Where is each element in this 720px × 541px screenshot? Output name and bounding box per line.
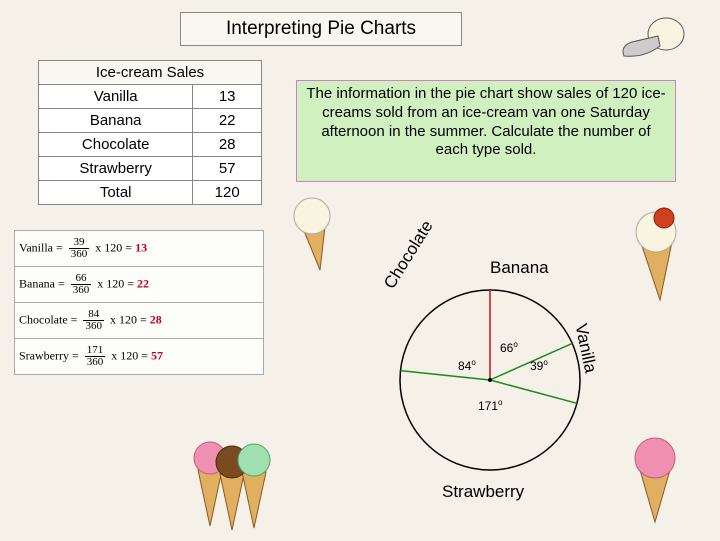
- table-total-row: Total120: [39, 181, 262, 205]
- calc-table: Vanilla = 39360 x 120 = 13 Banana = 6636…: [14, 230, 264, 375]
- info-box: The information in the pie chart show sa…: [296, 80, 676, 182]
- pie-angle-banana: 66o: [500, 340, 518, 355]
- pie-label-strawberry: Strawberry: [442, 482, 524, 502]
- cone-icon: [620, 198, 690, 313]
- cone-icon: [170, 426, 290, 541]
- table-row: Chocolate28: [39, 133, 262, 157]
- sales-table: Ice-cream Sales Vanilla13 Banana22 Choco…: [38, 60, 262, 205]
- pie-label-banana: Banana: [490, 258, 549, 278]
- scoop-icon: [614, 6, 694, 66]
- table-row: Strawberry57: [39, 157, 262, 181]
- calc-row: Srawberry = 171360 x 120 = 57: [15, 339, 264, 375]
- cone-icon: [282, 188, 342, 283]
- table-header: Ice-cream Sales: [39, 61, 262, 85]
- cone-icon: [620, 430, 690, 535]
- calc-row: Vanilla = 39360 x 120 = 13: [15, 231, 264, 267]
- pie-angle-chocolate: 84o: [458, 358, 476, 373]
- table-row: Banana22: [39, 109, 262, 133]
- page-title: Interpreting Pie Charts: [180, 12, 462, 46]
- pie-angle-vanilla: 39o: [530, 358, 548, 373]
- table-row: Vanilla13: [39, 85, 262, 109]
- calc-row: Banana = 66360 x 120 = 22: [15, 267, 264, 303]
- pie-chart: [380, 270, 600, 490]
- calc-row: Chocolate = 84360 x 120 = 28: [15, 303, 264, 339]
- pie-angle-strawberry: 171o: [478, 398, 502, 413]
